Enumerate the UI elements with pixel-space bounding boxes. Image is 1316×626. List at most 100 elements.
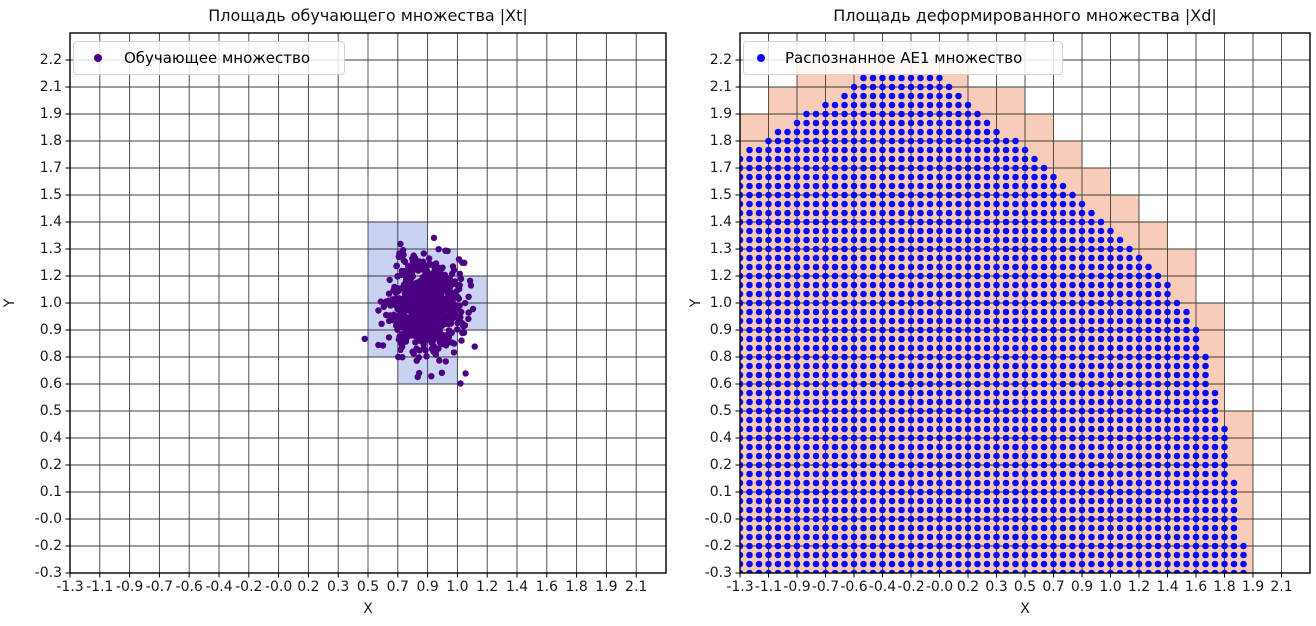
y-tick-label: 1.4	[709, 214, 732, 230]
x-tick-label: 0.7	[386, 579, 409, 595]
y-tick-label: 2.2	[39, 52, 62, 68]
y-tick-label: 1.3	[709, 241, 732, 257]
y-tick-label: 0.9	[39, 322, 62, 338]
x-tick-label: 0.3	[985, 579, 1008, 595]
x-tick-label: -1.3	[726, 579, 754, 595]
legend-marker-dot	[94, 54, 102, 62]
x-axis-label: X	[363, 601, 373, 617]
y-tick-label: 1.9	[709, 106, 732, 122]
scatter-points	[361, 234, 478, 387]
x-tick-label: 1.4	[1156, 579, 1179, 595]
y-tick-label: 0.4	[39, 430, 62, 446]
x-tick-label: -1.1	[86, 579, 114, 595]
y-tick-label: 0.8	[39, 349, 62, 365]
x-tick-label: -0.6	[840, 579, 868, 595]
y-tick-label: 0.2	[709, 457, 732, 473]
x-tick-label: 1.8	[565, 579, 588, 595]
x-tick-label: -0.7	[811, 579, 840, 595]
x-tick-label: 1.8	[1213, 579, 1236, 595]
x-tick-label: 1.0	[446, 579, 469, 595]
tick-marks	[735, 59, 1282, 578]
deformed-plot-canvas	[735, 32, 1311, 578]
x-tick-label: -0.6	[175, 579, 203, 595]
x-tick-label: 0.5	[356, 579, 380, 595]
y-tick-label: 1.5	[709, 187, 732, 203]
y-tick-label: 1.7	[39, 160, 62, 176]
x-tick-label: 1.9	[595, 579, 618, 595]
y-tick-label: 2.1	[39, 79, 62, 95]
x-tick-label: -0.7	[145, 579, 174, 595]
tick-marks	[65, 59, 637, 578]
y-tick-label: -0.2	[34, 538, 62, 554]
y-tick-label: -0.3	[704, 565, 732, 581]
y-tick-label: 0.1	[709, 484, 732, 500]
x-tick-label: 1.2	[476, 579, 499, 595]
y-tick-label: 2.2	[709, 52, 732, 68]
y-tick-label: -0.2	[704, 538, 732, 554]
x-tick-label: 1.4	[505, 579, 529, 595]
y-tick-label: -0.0	[34, 511, 62, 527]
legend: Обучающее множество	[73, 41, 345, 75]
plot-title: Площадь обучающего множества |Xt|	[208, 6, 528, 25]
x-tick-label: 0.7	[1042, 579, 1065, 595]
y-tick-label: 0.6	[709, 376, 732, 392]
x-tick-label: 1.6	[535, 579, 558, 595]
legend: Распознанное AE1 множество	[743, 41, 1063, 75]
x-tick-label: 2.1	[1270, 579, 1293, 595]
y-tick-label: 1.0	[709, 295, 732, 311]
x-tick-label: -0.9	[783, 579, 811, 595]
y-tick-label: 0.8	[709, 349, 732, 365]
y-tick-label: 1.8	[709, 133, 732, 149]
x-tick-label: 1.9	[1241, 579, 1265, 595]
y-tick-label: 0.9	[709, 322, 732, 338]
x-tick-label: -0.9	[115, 579, 144, 595]
x-tick-label: 1.2	[1127, 579, 1151, 595]
y-tick-label: 1.5	[39, 187, 62, 203]
x-tick-label: 0.9	[416, 579, 439, 595]
x-tick-label: 0.9	[1070, 579, 1094, 595]
y-tick-label: 1.7	[709, 160, 732, 176]
y-tick-label: -0.0	[704, 511, 732, 527]
plot-spines	[69, 32, 667, 574]
y-axis-label: Y	[688, 298, 704, 308]
y-tick-label: 1.3	[39, 241, 62, 257]
x-tick-label: -0.2	[897, 579, 925, 595]
y-tick-label: 1.9	[39, 106, 62, 122]
y-tick-label: 2.1	[709, 79, 732, 95]
x-tick-label: -1.3	[56, 579, 84, 595]
legend-label: Обучающее множество	[124, 49, 311, 67]
y-tick-label: 0.5	[39, 403, 62, 419]
x-axis-label: X	[1020, 601, 1030, 617]
x-tick-label: 2.1	[625, 579, 648, 595]
y-tick-label: 1.0	[39, 295, 62, 311]
x-tick-label: -1.1	[754, 579, 783, 595]
y-tick-label: 0.5	[709, 403, 732, 419]
x-tick-label: -0.0	[264, 579, 293, 595]
y-tick-label: -0.3	[34, 565, 62, 581]
x-tick-label: 0.5	[1013, 579, 1037, 595]
legend-marker-dot	[757, 54, 765, 62]
x-tick-label: 1.0	[1099, 579, 1122, 595]
x-tick-label: 0.2	[956, 579, 980, 595]
plot-title: Площадь деформированного множества |Xd|	[833, 6, 1217, 25]
grid-lines	[69, 33, 666, 574]
y-tick-label: 1.8	[39, 133, 62, 149]
x-tick-label: 1.6	[1184, 579, 1208, 595]
highlight-cells	[740, 60, 1253, 573]
y-tick-label: 1.4	[39, 214, 62, 230]
training-plot-canvas	[65, 32, 667, 578]
x-tick-label: 0.3	[327, 579, 350, 595]
legend-label: Распознанное AE1 множество	[785, 49, 1023, 67]
plot-spines	[739, 32, 1311, 574]
y-tick-label: 0.1	[39, 484, 62, 500]
x-tick-label: -0.4	[205, 579, 233, 595]
x-tick-label: 0.2	[297, 579, 320, 595]
x-tick-label: -0.2	[235, 579, 263, 595]
x-tick-label: -0.4	[868, 579, 897, 595]
mesh-dots	[740, 74, 1247, 573]
y-tick-label: 0.4	[709, 430, 732, 446]
y-tick-label: 1.2	[709, 268, 732, 284]
